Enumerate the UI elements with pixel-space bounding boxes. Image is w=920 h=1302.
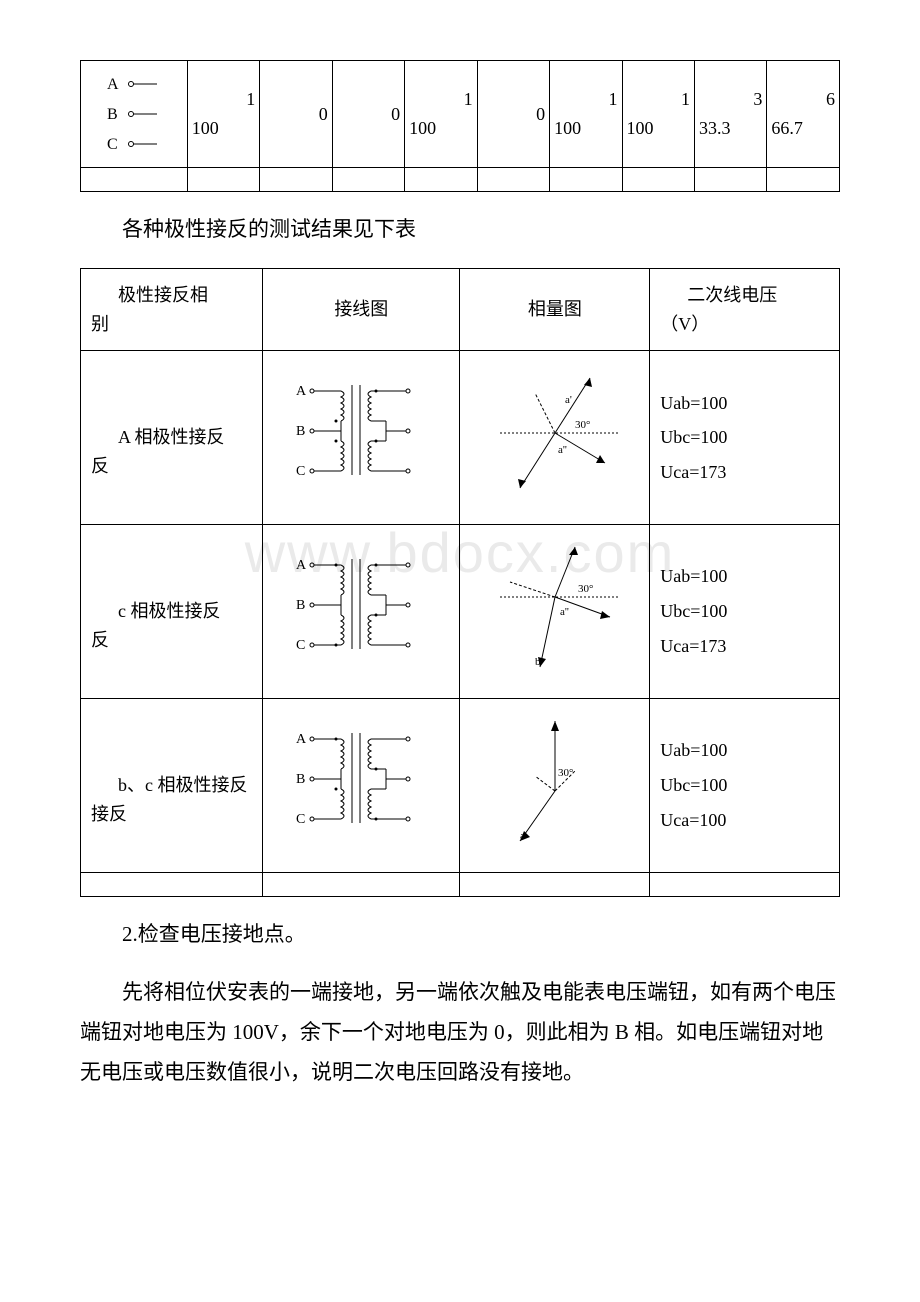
svg-text:b: b: [535, 656, 541, 668]
svg-text:A: A: [296, 732, 307, 747]
header-phasor: 相量图: [460, 268, 650, 351]
intro-paragraph: 各种极性接反的测试结果见下表: [80, 210, 840, 250]
svg-text:a: a: [520, 830, 525, 842]
voltage-cell: Uab=100 Ubc=100 Uca=173: [650, 351, 840, 525]
svg-text:B: B: [296, 424, 305, 439]
wiring-c-reversed-icon: A B C: [286, 547, 436, 667]
table-spacer-row: [81, 872, 840, 896]
phasor-diagram-cell: 30° a'' b: [460, 525, 650, 699]
wiring-a-reversed-icon: A B C: [286, 373, 436, 493]
cell-val: 1100: [187, 61, 259, 168]
voltage-cell: Uab=100 Ubc=100 Uca=100: [650, 699, 840, 873]
row-label: b、c 相极性接反接反: [81, 699, 263, 873]
voltage-value: Uab=100: [660, 389, 829, 418]
voltage-value: Ubc=100: [660, 771, 829, 800]
cell-val: 333.3: [694, 61, 766, 168]
row-label: c 相极性接反反: [81, 525, 263, 699]
svg-text:C: C: [296, 812, 305, 827]
voltage-value: Uca=173: [660, 632, 829, 661]
cell-val: 1100: [550, 61, 622, 168]
header-wiring: 接线图: [263, 268, 460, 351]
table-row: b、c 相极性接反接反 A B C: [81, 699, 840, 873]
phasor-c-reversed-icon: 30° a'' b: [480, 537, 630, 677]
voltage-cell: Uab=100 Ubc=100 Uca=173: [650, 525, 840, 699]
table-header-row: 极性接反相 别 接线图 相量图 二次线电压 （V）: [81, 268, 840, 351]
cell-val: 0: [332, 61, 404, 168]
svg-text:a': a': [565, 394, 572, 406]
phasor-bc-reversed-icon: 30° a: [480, 711, 630, 851]
table-row: A 相极性接反反 A B C: [81, 351, 840, 525]
svg-text:C: C: [296, 638, 305, 653]
table-row: A B C 1100 0 0 1100 0 1100 1100 333.3 66…: [81, 61, 840, 168]
cell-val: 1100: [622, 61, 694, 168]
phasor-diagram-cell: 30° a: [460, 699, 650, 873]
abc-terminals-icon: A B C: [99, 69, 169, 159]
section-heading: 2.检查电压接地点。: [80, 915, 840, 955]
wiring-diagram-cell: A B C: [263, 699, 460, 873]
cell-val: 1100: [405, 61, 477, 168]
svg-text:C: C: [107, 136, 118, 153]
voltage-value: Uab=100: [660, 736, 829, 765]
svg-text:30°: 30°: [578, 583, 593, 595]
svg-text:C: C: [296, 464, 305, 479]
voltage-value: Uca=173: [660, 458, 829, 487]
svg-text:B: B: [107, 106, 118, 123]
svg-text:30°: 30°: [575, 419, 590, 431]
cell-val: 0: [260, 61, 332, 168]
abc-diagram-cell: A B C: [81, 61, 188, 168]
voltage-value: Ubc=100: [660, 597, 829, 626]
voltage-value: Ubc=100: [660, 423, 829, 452]
cell-val: 0: [477, 61, 549, 168]
svg-text:A: A: [296, 558, 307, 573]
wiring-diagram-cell: A B C: [263, 525, 460, 699]
measurement-table: A B C 1100 0 0 1100 0 1100 1100 333.3 66…: [80, 60, 840, 192]
phasor-diagram-cell: a' 30° a'': [460, 351, 650, 525]
svg-text:B: B: [296, 598, 305, 613]
svg-text:A: A: [107, 76, 119, 93]
header-phase: 极性接反相 别: [81, 268, 263, 351]
svg-text:30°: 30°: [558, 767, 573, 779]
svg-text:A: A: [296, 384, 307, 399]
phasor-a-reversed-icon: a' 30° a'': [480, 363, 630, 503]
cell-val: 666.7: [767, 61, 840, 168]
voltage-value: Uca=100: [660, 806, 829, 835]
header-voltage: 二次线电压 （V）: [650, 268, 840, 351]
svg-text:a'': a'': [558, 444, 567, 456]
table-spacer-row: [81, 168, 840, 192]
row-label: A 相极性接反反: [81, 351, 263, 525]
table-row: c 相极性接反反 A B C: [81, 525, 840, 699]
section-body: 先将相位伏安表的一端接地，另一端依次触及电能表电压端钮，如有两个电压端钮对地电压…: [80, 973, 840, 1093]
polarity-reversal-table: 极性接反相 别 接线图 相量图 二次线电压 （V） A 相极性接反反 A: [80, 268, 840, 897]
voltage-value: Uab=100: [660, 562, 829, 591]
wiring-bc-reversed-icon: A B C: [286, 721, 436, 841]
svg-text:a'': a'': [560, 606, 569, 618]
wiring-diagram-cell: A B C: [263, 351, 460, 525]
svg-text:B: B: [296, 772, 305, 787]
